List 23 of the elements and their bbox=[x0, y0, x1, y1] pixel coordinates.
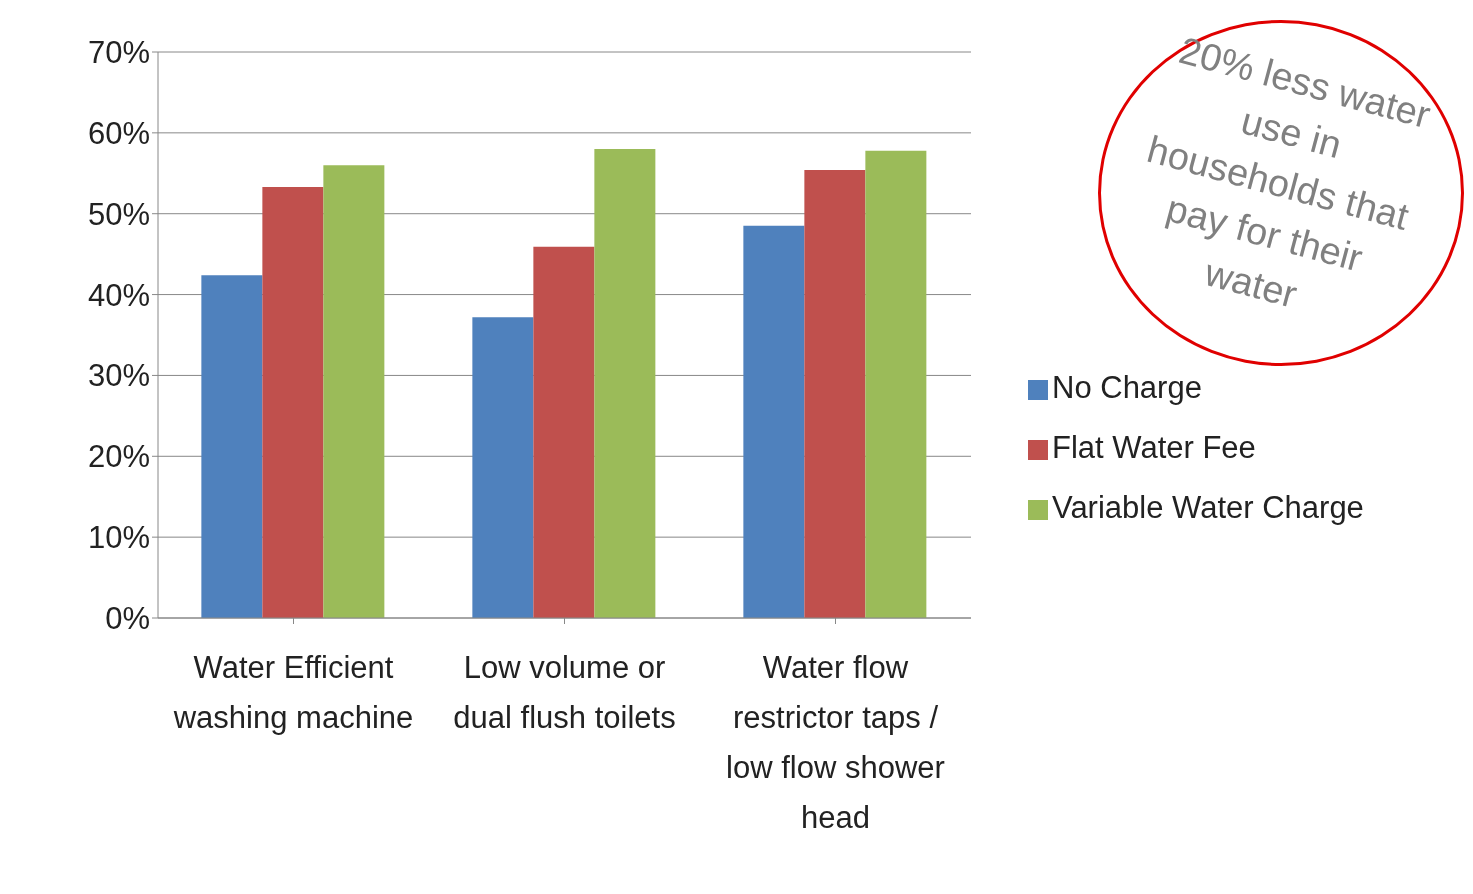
bar bbox=[262, 187, 324, 618]
y-tick-label: 10% bbox=[87, 520, 150, 556]
bar bbox=[323, 165, 385, 618]
x-tick-label: Low volume or dual flush toilets bbox=[453, 650, 676, 735]
x-tick-label: Water flow restrictor taps / low flow shower head bbox=[726, 650, 945, 835]
legend-label: Variable Water Charge bbox=[1052, 490, 1364, 525]
bar bbox=[594, 149, 656, 618]
x-tick-label: Water Efficient washing machine bbox=[172, 650, 414, 735]
y-tick-label: 60% bbox=[87, 115, 150, 151]
bar bbox=[472, 317, 534, 618]
bar bbox=[804, 170, 866, 618]
y-tick-label: 70% bbox=[87, 35, 150, 71]
bar bbox=[201, 275, 263, 618]
y-tick-label: 50% bbox=[87, 196, 150, 232]
bar bbox=[743, 225, 805, 618]
bar bbox=[533, 246, 595, 618]
y-tick-label: 40% bbox=[87, 277, 150, 313]
bar bbox=[865, 150, 927, 618]
y-tick-label: 20% bbox=[87, 439, 150, 475]
legend-label: Flat Water Fee bbox=[1052, 430, 1256, 465]
legend-label: No Charge bbox=[1052, 370, 1202, 405]
y-tick-label: 0% bbox=[105, 601, 150, 637]
y-tick-label: 30% bbox=[87, 358, 150, 394]
